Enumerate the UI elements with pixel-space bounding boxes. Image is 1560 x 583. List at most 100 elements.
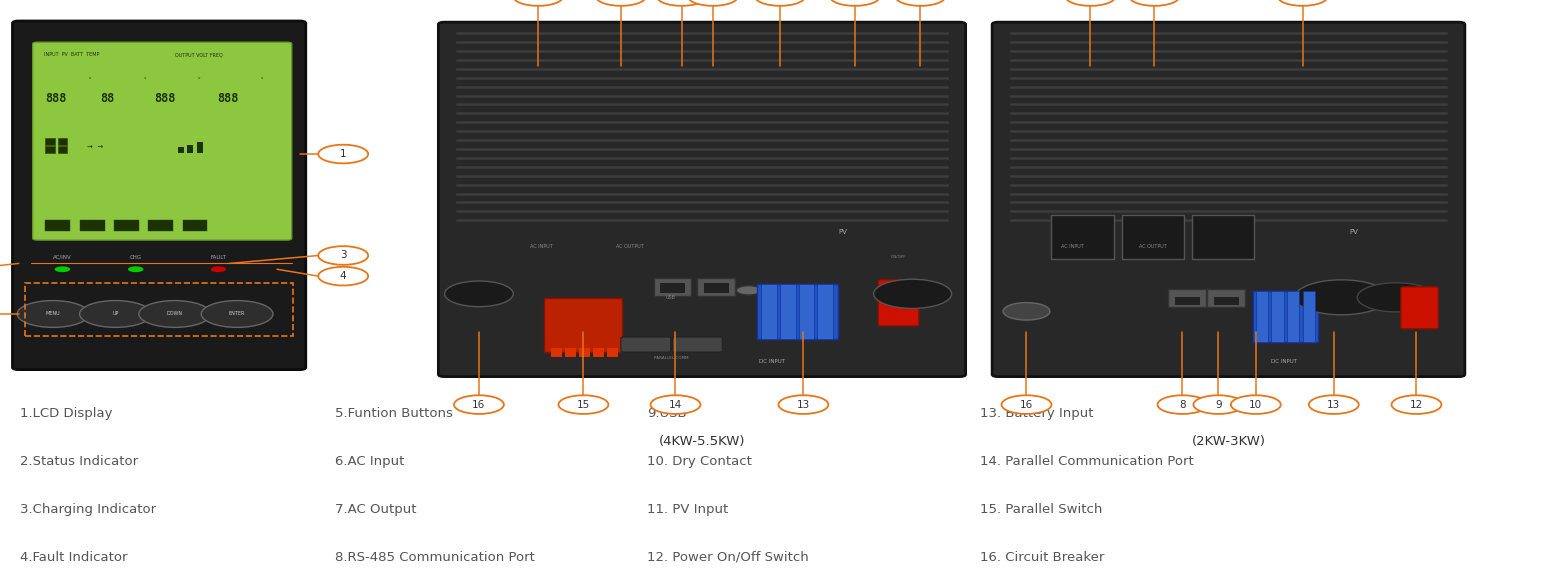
Circle shape xyxy=(1278,0,1328,6)
Text: CHG: CHG xyxy=(129,255,142,260)
Circle shape xyxy=(651,395,700,414)
Bar xyxy=(45,220,70,231)
Bar xyxy=(1256,291,1268,342)
FancyBboxPatch shape xyxy=(1207,289,1245,307)
Text: 13. Battery Input: 13. Battery Input xyxy=(980,408,1094,420)
Text: 9.USB: 9.USB xyxy=(647,408,686,420)
Circle shape xyxy=(1158,395,1207,414)
Text: 2.Status Indicator: 2.Status Indicator xyxy=(20,455,139,468)
Text: 3.Charging Indicator: 3.Charging Indicator xyxy=(20,503,156,516)
Circle shape xyxy=(1002,395,1051,414)
Text: UP: UP xyxy=(112,311,119,317)
FancyBboxPatch shape xyxy=(438,22,966,377)
Text: 12: 12 xyxy=(1410,399,1423,410)
Bar xyxy=(761,284,777,339)
Text: v: v xyxy=(144,76,147,80)
Text: 7.AC Output: 7.AC Output xyxy=(335,503,417,516)
Circle shape xyxy=(513,0,563,6)
Text: ENTER: ENTER xyxy=(229,311,245,317)
Bar xyxy=(197,142,203,153)
FancyBboxPatch shape xyxy=(757,284,838,339)
Circle shape xyxy=(211,266,226,272)
Circle shape xyxy=(794,286,819,295)
Bar xyxy=(1271,291,1284,342)
FancyBboxPatch shape xyxy=(672,337,722,352)
Bar xyxy=(1303,291,1315,342)
Circle shape xyxy=(55,266,70,272)
Text: 13: 13 xyxy=(797,399,810,410)
FancyBboxPatch shape xyxy=(544,298,622,352)
Text: →  →: → → xyxy=(87,144,103,150)
Bar xyxy=(45,138,55,145)
Bar xyxy=(579,348,590,357)
Text: 1.LCD Display: 1.LCD Display xyxy=(20,408,112,420)
Text: 9: 9 xyxy=(1215,399,1221,410)
Text: 3: 3 xyxy=(340,251,346,261)
Circle shape xyxy=(80,301,151,328)
Text: PV: PV xyxy=(838,229,847,236)
Bar xyxy=(187,145,193,153)
Text: PARALLEL COMM: PARALLEL COMM xyxy=(654,356,688,360)
Text: DOWN: DOWN xyxy=(167,311,183,317)
Text: 11: 11 xyxy=(849,0,861,2)
FancyBboxPatch shape xyxy=(12,21,306,370)
FancyBboxPatch shape xyxy=(1051,215,1114,259)
Bar xyxy=(25,283,293,336)
Text: (4KW-5.5KW): (4KW-5.5KW) xyxy=(658,435,746,448)
Bar xyxy=(799,284,814,339)
Text: 16. Circuit Breaker: 16. Circuit Breaker xyxy=(980,551,1104,564)
Bar xyxy=(593,348,604,357)
Text: 888: 888 xyxy=(154,92,176,105)
Circle shape xyxy=(1231,395,1281,414)
Bar xyxy=(565,348,576,357)
Text: 8: 8 xyxy=(679,0,685,2)
Circle shape xyxy=(1392,395,1441,414)
Text: v: v xyxy=(198,76,201,80)
Text: AC/INV: AC/INV xyxy=(53,255,72,260)
Circle shape xyxy=(830,0,880,6)
Bar xyxy=(660,283,685,293)
Text: AC OUTPUT: AC OUTPUT xyxy=(616,244,644,250)
Circle shape xyxy=(1193,395,1243,414)
Circle shape xyxy=(558,395,608,414)
Bar xyxy=(551,348,562,357)
Text: 10: 10 xyxy=(1250,399,1262,410)
Text: v: v xyxy=(89,76,92,80)
Bar xyxy=(1175,297,1200,305)
FancyBboxPatch shape xyxy=(697,278,735,296)
Circle shape xyxy=(318,246,368,265)
Circle shape xyxy=(1003,303,1050,320)
Bar xyxy=(817,284,833,339)
Circle shape xyxy=(1065,0,1115,6)
Bar xyxy=(178,147,184,153)
Circle shape xyxy=(128,266,144,272)
Text: 4.Fault Indicator: 4.Fault Indicator xyxy=(20,551,128,564)
Text: 13: 13 xyxy=(1328,399,1340,410)
Circle shape xyxy=(454,395,504,414)
Bar xyxy=(183,220,207,231)
Text: 15. Parallel Switch: 15. Parallel Switch xyxy=(980,503,1101,516)
Bar xyxy=(148,220,173,231)
Bar xyxy=(114,220,139,231)
Text: 5.Funtion Buttons: 5.Funtion Buttons xyxy=(335,408,454,420)
Bar xyxy=(704,283,729,293)
Circle shape xyxy=(736,286,761,295)
FancyBboxPatch shape xyxy=(1192,215,1254,259)
Circle shape xyxy=(755,0,805,6)
FancyBboxPatch shape xyxy=(1168,289,1206,307)
Circle shape xyxy=(895,0,945,6)
Text: 12. Power On/Off Switch: 12. Power On/Off Switch xyxy=(647,551,810,564)
Text: AC INPUT: AC INPUT xyxy=(1061,244,1084,250)
Text: 11. PV Input: 11. PV Input xyxy=(647,503,729,516)
Bar xyxy=(1214,297,1239,305)
Text: 4: 4 xyxy=(340,271,346,281)
Text: 10. Dry Contact: 10. Dry Contact xyxy=(647,455,752,468)
Circle shape xyxy=(1309,395,1359,414)
Text: 888: 888 xyxy=(217,92,239,105)
Bar xyxy=(80,220,105,231)
Text: ON/OFF: ON/OFF xyxy=(891,255,906,259)
Circle shape xyxy=(874,279,952,308)
FancyBboxPatch shape xyxy=(654,278,691,296)
Bar xyxy=(607,348,618,357)
Text: 888: 888 xyxy=(45,92,67,105)
